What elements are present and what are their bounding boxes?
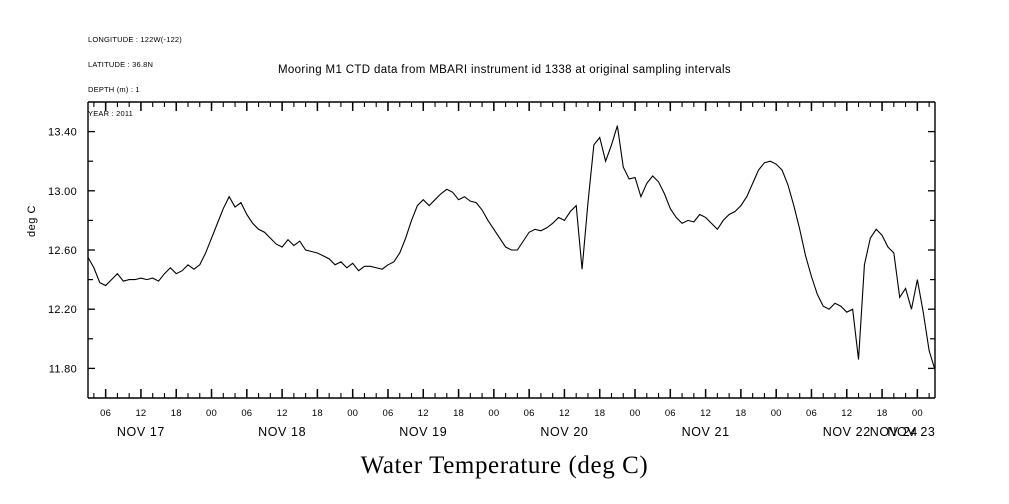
x-tick-label: 12 (135, 408, 146, 419)
y-tick-label: 11.80 (49, 363, 77, 375)
x-day-label: NOV 24 (870, 425, 918, 439)
x-tick-label: 06 (806, 408, 817, 419)
x-day-label: NOV 19 (399, 425, 447, 439)
x-axis-label: Water Temperature (deg C) (360, 452, 649, 479)
x-tick-label: 00 (630, 408, 641, 419)
x-tick-label: 18 (877, 408, 888, 419)
chart-title: Mooring M1 CTD data from MBARI instrumen… (277, 64, 732, 76)
x-tick-label: 18 (453, 408, 464, 419)
metadata-longitude: LONGITUDE : 122W(-122) (88, 35, 183, 45)
x-tick-label: 12 (418, 408, 429, 419)
y-tick-label: 13.40 (48, 127, 77, 139)
x-tick-label: 12 (559, 408, 570, 419)
y-tick-label: 12.20 (48, 304, 77, 316)
metadata-latitude: LATITUDE : 36.8N (88, 60, 154, 69)
x-tick-label: 00 (771, 408, 782, 419)
x-tick-label: 18 (594, 408, 605, 419)
y-axis-ticks: 13.40 13.00 12.60 12.20 11.80 (48, 127, 935, 375)
x-tick-label: 12 (700, 408, 711, 419)
x-tick-label: 18 (735, 408, 746, 419)
x-day-label: NOV 23 (887, 425, 935, 439)
x-tick-label: 00 (206, 408, 217, 419)
metadata-block: LONGITUDE : 122W(-122) LATITUDE : 36.8N … (88, 20, 182, 135)
x-axis-ticks: 06 12 18 00 06 12 18 00 06 12 18 00 06 12 18 00 06 12 18 00… (93, 102, 935, 439)
x-day-label: NOV 22 (823, 425, 871, 439)
x-day-label: NOV 21 (682, 425, 730, 439)
x-tick-label: 18 (171, 408, 182, 419)
x-tick-label: 06 (100, 408, 111, 419)
x-tick-label: 00 (912, 408, 923, 419)
x-tick-label: 06 (241, 408, 252, 419)
x-day-label: NOV 18 (258, 425, 306, 439)
x-tick-label: 00 (488, 408, 499, 419)
temperature-series-line (87, 125, 936, 371)
x-tick-label: 00 (347, 408, 358, 419)
y-tick-label: 12.60 (48, 245, 77, 257)
x-tick-label: 12 (841, 408, 852, 419)
metadata-year: YEAR : 2011 (88, 109, 134, 119)
x-tick-label: 06 (524, 408, 535, 419)
x-tick-label: 06 (665, 408, 676, 419)
x-tick-label: 06 (382, 408, 393, 419)
y-tick-label: 13.00 (48, 186, 77, 198)
x-day-label: NOV 20 (540, 425, 588, 439)
x-tick-label: 18 (312, 408, 323, 419)
x-tick-label: 12 (277, 408, 288, 419)
metadata-depth: DEPTH (m) : 1 (88, 84, 140, 94)
x-day-label: NOV 17 (117, 425, 165, 439)
